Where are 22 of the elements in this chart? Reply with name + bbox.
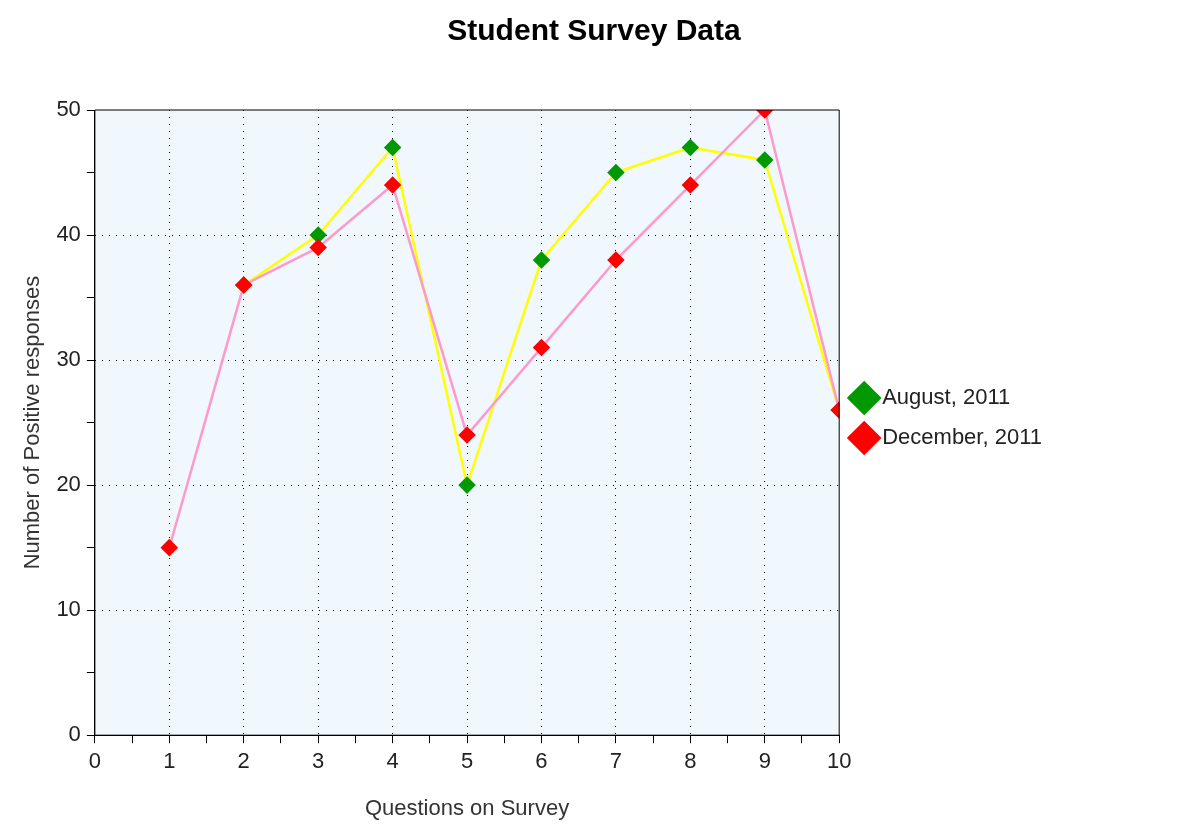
y-tick-label: 30 bbox=[56, 346, 81, 372]
x-tick-label: 9 bbox=[758, 748, 771, 774]
x-tick-label: 10 bbox=[826, 748, 852, 774]
y-axis-title: Number of Positive responses bbox=[19, 275, 45, 570]
y-tick-label: 40 bbox=[56, 221, 81, 247]
x-axis-title: Questions on Survey bbox=[364, 794, 570, 820]
x-tick-label: 5 bbox=[460, 748, 474, 774]
x-tick-label: 8 bbox=[684, 748, 697, 774]
x-tick-label: 4 bbox=[386, 748, 399, 774]
x-tick-label: 2 bbox=[237, 748, 250, 774]
legend-label: August, 2011 bbox=[882, 384, 1011, 410]
x-tick-label: 0 bbox=[88, 748, 101, 774]
legend-label: December, 2011 bbox=[882, 424, 1043, 450]
y-tick-label: 10 bbox=[56, 596, 81, 622]
y-tick-label: 50 bbox=[56, 96, 81, 122]
y-tick-label: 20 bbox=[56, 471, 81, 497]
chart-title: Student Survey Data bbox=[447, 13, 742, 47]
x-tick-label: 1 bbox=[163, 748, 176, 774]
y-tick-label: 0 bbox=[68, 721, 81, 747]
x-tick-label: 3 bbox=[312, 748, 325, 774]
x-tick-label: 6 bbox=[535, 748, 548, 774]
x-tick-label: 7 bbox=[609, 748, 623, 774]
